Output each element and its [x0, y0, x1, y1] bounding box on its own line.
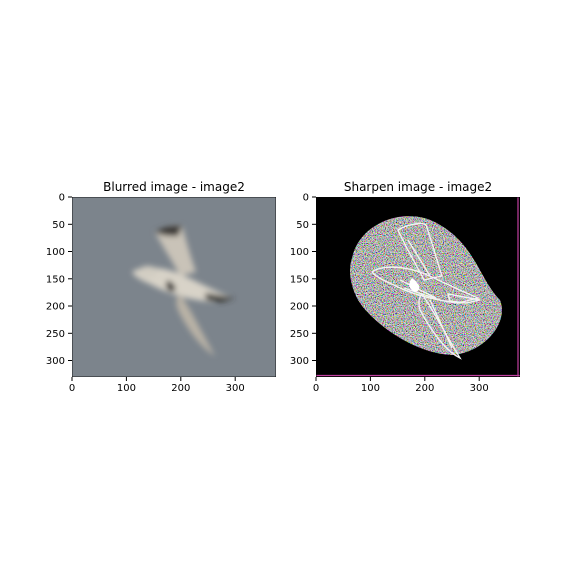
- y-axis-ticks: 0 50 100 150 200 250 300: [46, 193, 72, 367]
- x-tick-label: 100: [361, 383, 380, 394]
- y-tick-label: 150: [46, 274, 65, 285]
- y-tick-label: 100: [290, 247, 309, 258]
- y-tick-label: 250: [46, 329, 65, 340]
- blurred-bird-image: [72, 197, 276, 377]
- y-tick-label: 150: [290, 274, 309, 285]
- y-tick-label: 250: [290, 329, 309, 340]
- sharpen-image-panel: Sharpen image - image2: [290, 180, 520, 394]
- y-axis-ticks: 0 50 100 150 200 250 300: [290, 193, 316, 367]
- y-tick-label: 300: [46, 356, 65, 367]
- y-tick-label: 0: [59, 193, 65, 204]
- y-tick-label: 100: [46, 247, 65, 258]
- x-tick-label: 0: [69, 383, 75, 394]
- x-axis-ticks: 0 100 200 300: [313, 377, 489, 394]
- y-tick-label: 50: [52, 220, 65, 231]
- y-tick-label: 50: [296, 220, 309, 231]
- x-tick-label: 300: [226, 383, 245, 394]
- x-tick-label: 100: [117, 383, 136, 394]
- x-tick-label: 300: [470, 383, 489, 394]
- x-axis-ticks: 0 100 200 300: [69, 377, 245, 394]
- chart-title: Sharpen image - image2: [344, 180, 492, 194]
- sharpened-bird-image: [316, 197, 520, 377]
- x-tick-label: 0: [313, 383, 319, 394]
- blurred-image-panel: Blurred image - image2 0: [46, 180, 276, 394]
- y-tick-label: 300: [290, 356, 309, 367]
- x-tick-label: 200: [415, 383, 434, 394]
- x-tick-label: 200: [171, 383, 190, 394]
- chart-title: Blurred image - image2: [103, 180, 245, 194]
- y-tick-label: 200: [290, 302, 309, 313]
- y-tick-label: 0: [303, 193, 309, 204]
- y-tick-label: 200: [46, 302, 65, 313]
